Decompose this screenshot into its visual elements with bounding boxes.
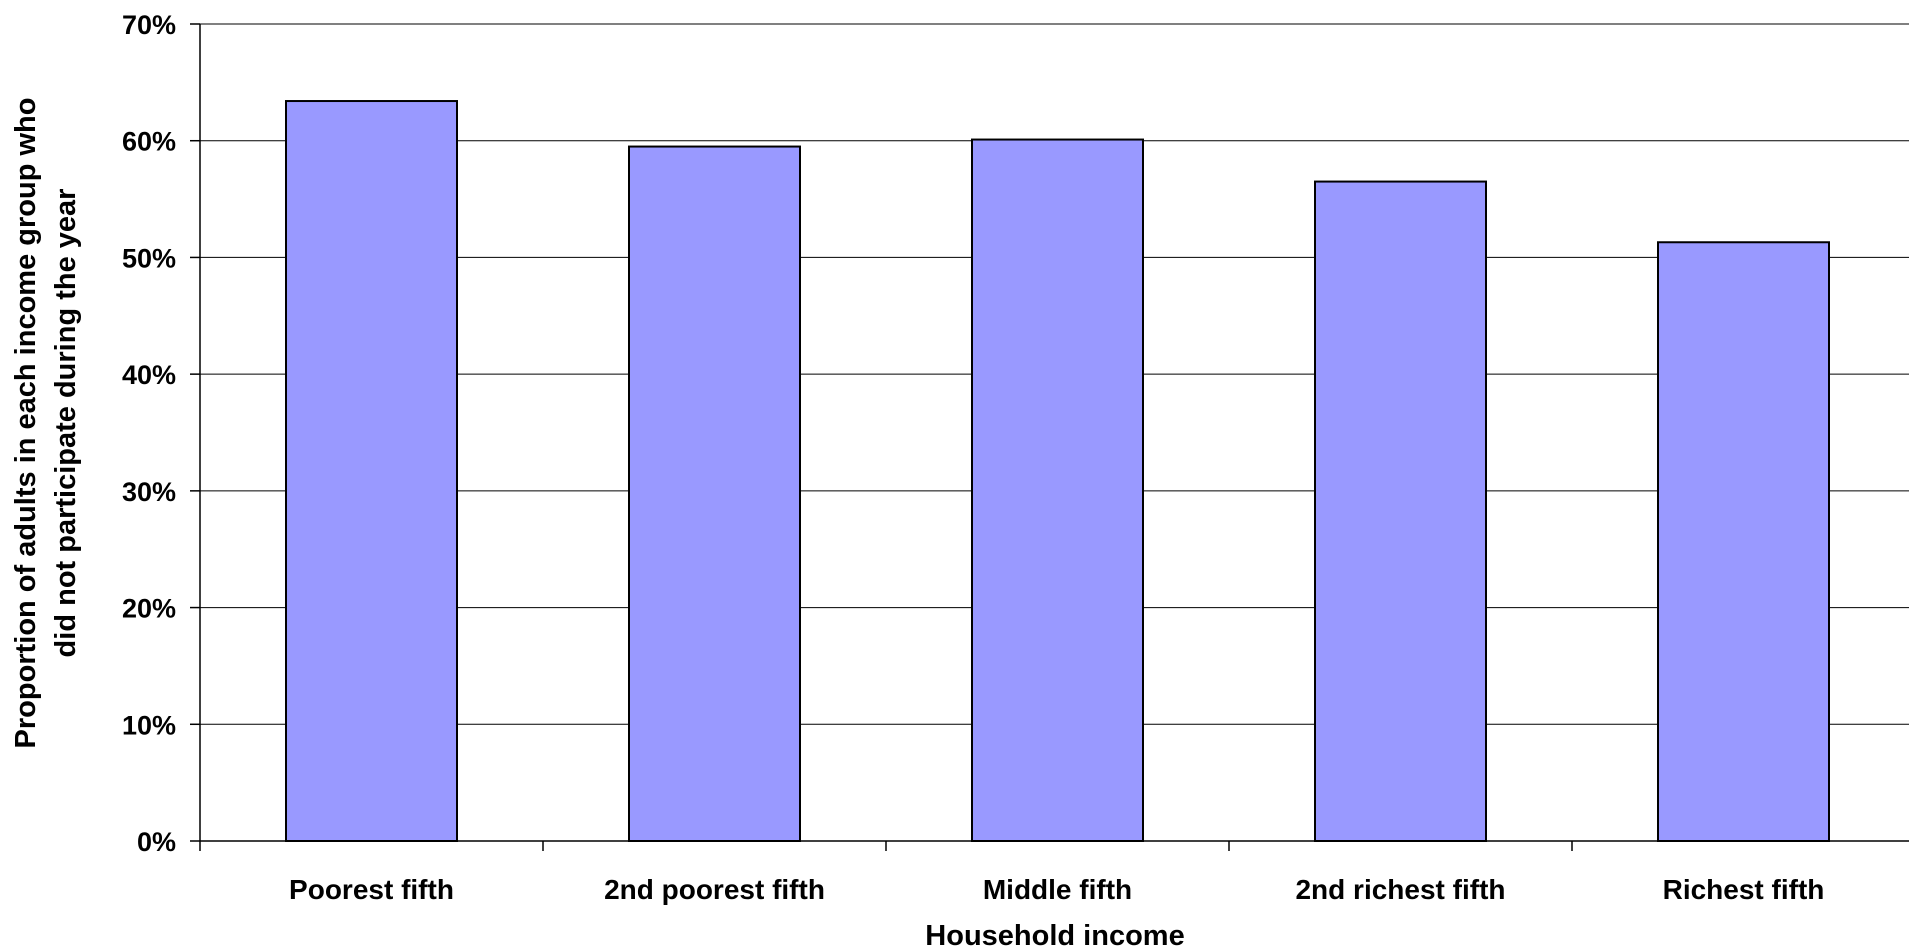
x-tick-label: 2nd poorest fifth: [604, 874, 825, 905]
bar: [1314, 180, 1487, 843]
axes: [190, 23, 1909, 851]
x-tick-label: 2nd richest fifth: [1295, 874, 1505, 905]
x-tick-label: Richest fifth: [1663, 874, 1825, 905]
y-tick-label: 70%: [122, 10, 176, 40]
bar: [971, 138, 1144, 843]
y-tick-label: 20%: [122, 594, 176, 624]
y-tick-label: 50%: [122, 243, 176, 273]
y-axis-title-line-2: did not participate during the year: [50, 189, 82, 658]
y-tick-labels: 0% 10% 20% 30% 40% 50% 60% 70%: [122, 10, 176, 857]
y-axis-title-line-1: Proportion of adults in each income grou…: [10, 98, 42, 749]
bar: [1657, 241, 1830, 842]
y-tick-label: 0%: [137, 827, 176, 857]
bar: [285, 100, 458, 842]
x-tick-label: Middle fifth: [983, 874, 1132, 905]
y-tick-label: 40%: [122, 360, 176, 390]
bar: [628, 145, 801, 843]
bars: [285, 100, 1830, 843]
x-tick-label: Poorest fifth: [289, 874, 454, 905]
x-axis-title: Household income: [925, 920, 1184, 949]
y-tick-label: 10%: [122, 710, 176, 740]
x-tick-labels: Poorest fifth 2nd poorest fifth Middle fif…: [289, 874, 1824, 905]
y-tick-label: 60%: [122, 127, 176, 157]
y-tick-label: 30%: [122, 477, 176, 507]
